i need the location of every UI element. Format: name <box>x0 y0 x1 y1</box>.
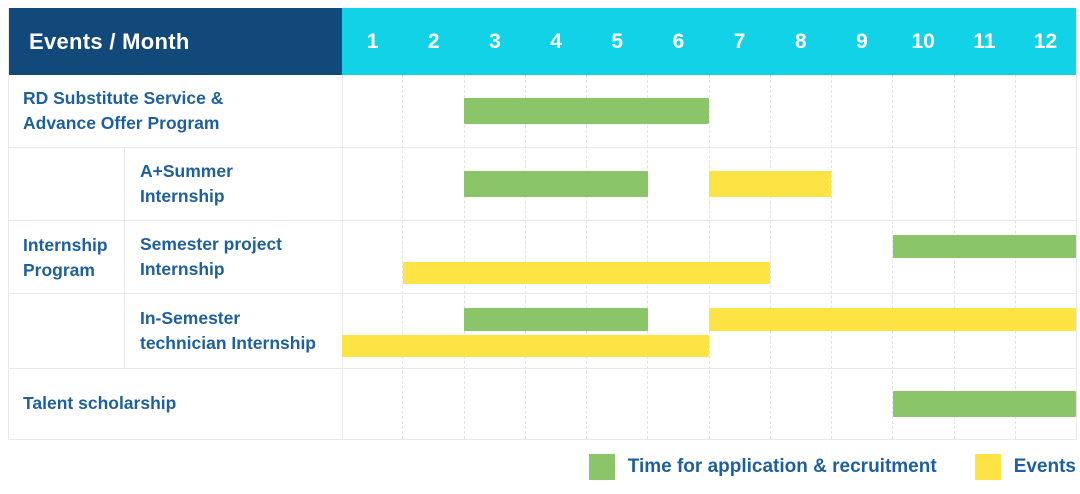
row-divider <box>9 147 1076 148</box>
gantt-track <box>342 293 1076 368</box>
gantt-bar-application <box>464 170 648 197</box>
month-header-row: 1 2 3 4 5 6 7 8 9 10 11 12 <box>342 8 1076 75</box>
gantt-bar-application <box>892 235 1076 258</box>
legend-label-events: Events <box>1013 456 1076 477</box>
row-label-line: Semester project <box>140 233 283 254</box>
row-label-line: RD Substitute Service & <box>23 88 224 108</box>
legend-swatch-application <box>588 454 615 480</box>
legend-swatch-events <box>974 454 1001 480</box>
table-corner-header: Events / Month <box>9 8 342 75</box>
row-label-a-plus-summer: A+Summer Internship <box>124 147 342 220</box>
month-header-cell: 3 <box>489 29 501 53</box>
row-label-semester-project: Semester project Internship <box>124 220 342 293</box>
group-label-internship-program: Internship Program <box>9 147 124 368</box>
month-grid-column <box>587 75 649 439</box>
month-header-cell: 6 <box>672 29 685 53</box>
group-column-divider <box>124 147 125 368</box>
row-divider <box>9 368 1076 369</box>
gantt-track <box>342 75 1076 147</box>
row-label-in-semester-technician: In-Semester technician Internship <box>124 293 342 368</box>
month-header-cell: 1 <box>366 29 379 53</box>
gantt-bar-application <box>892 390 1076 417</box>
month-header-cell: 12 <box>1033 29 1058 53</box>
month-header-cell: 11 <box>973 29 996 53</box>
gantt-track <box>342 147 1076 220</box>
row-label-line: Talent scholarship <box>23 393 177 413</box>
month-grid-column <box>710 75 771 439</box>
gantt-bar-events <box>342 335 709 357</box>
row-label-line: technician Internship <box>140 332 316 353</box>
gantt-bar-events <box>709 170 832 197</box>
month-grid-column <box>465 75 526 439</box>
row-label-rd-substitute: RD Substitute Service & Advance Offer Pr… <box>9 75 342 147</box>
gantt-bar-application <box>464 98 709 124</box>
row-label-line: A+Summer <box>140 160 233 181</box>
month-header-cell: 4 <box>550 29 562 53</box>
gantt-bar-events <box>709 308 1076 331</box>
legend: Time for application & recruitment Event… <box>588 452 1076 482</box>
gantt-track <box>342 368 1076 439</box>
month-grid-column <box>342 75 404 439</box>
group-label-line: Program <box>23 259 95 280</box>
month-header-cell: 7 <box>733 29 746 53</box>
label-column-divider <box>342 75 343 439</box>
month-header-cell: 2 <box>427 29 440 53</box>
gantt-bar-events <box>403 262 771 284</box>
gantt-track <box>342 220 1076 293</box>
legend-label-application: Time for application & recruitment <box>627 456 937 477</box>
row-label-line: In-Semester <box>140 307 241 328</box>
month-grid-column <box>526 75 587 439</box>
month-grid-column <box>771 75 832 439</box>
month-grid-column <box>403 75 465 439</box>
gantt-table: Events / Month 1 2 3 4 5 6 7 8 9 10 11 12 RD Substi… <box>8 8 1077 440</box>
row-label-line: Internship <box>140 185 225 206</box>
row-label-line: Internship <box>140 258 225 279</box>
row-divider <box>9 220 1076 221</box>
row-label-line: Advance Offer Program <box>23 113 220 133</box>
row-label-talent-scholarship: Talent scholarship <box>9 368 342 439</box>
month-header-cell: 8 <box>794 29 807 53</box>
month-header-cell: 10 <box>911 29 935 53</box>
month-header-cell: 5 <box>611 29 624 53</box>
group-label-line: Internship <box>23 234 108 255</box>
month-grid-column <box>648 75 710 439</box>
gantt-bar-application <box>464 308 648 331</box>
month-header-cell: 9 <box>856 29 868 53</box>
row-divider <box>9 293 1076 294</box>
